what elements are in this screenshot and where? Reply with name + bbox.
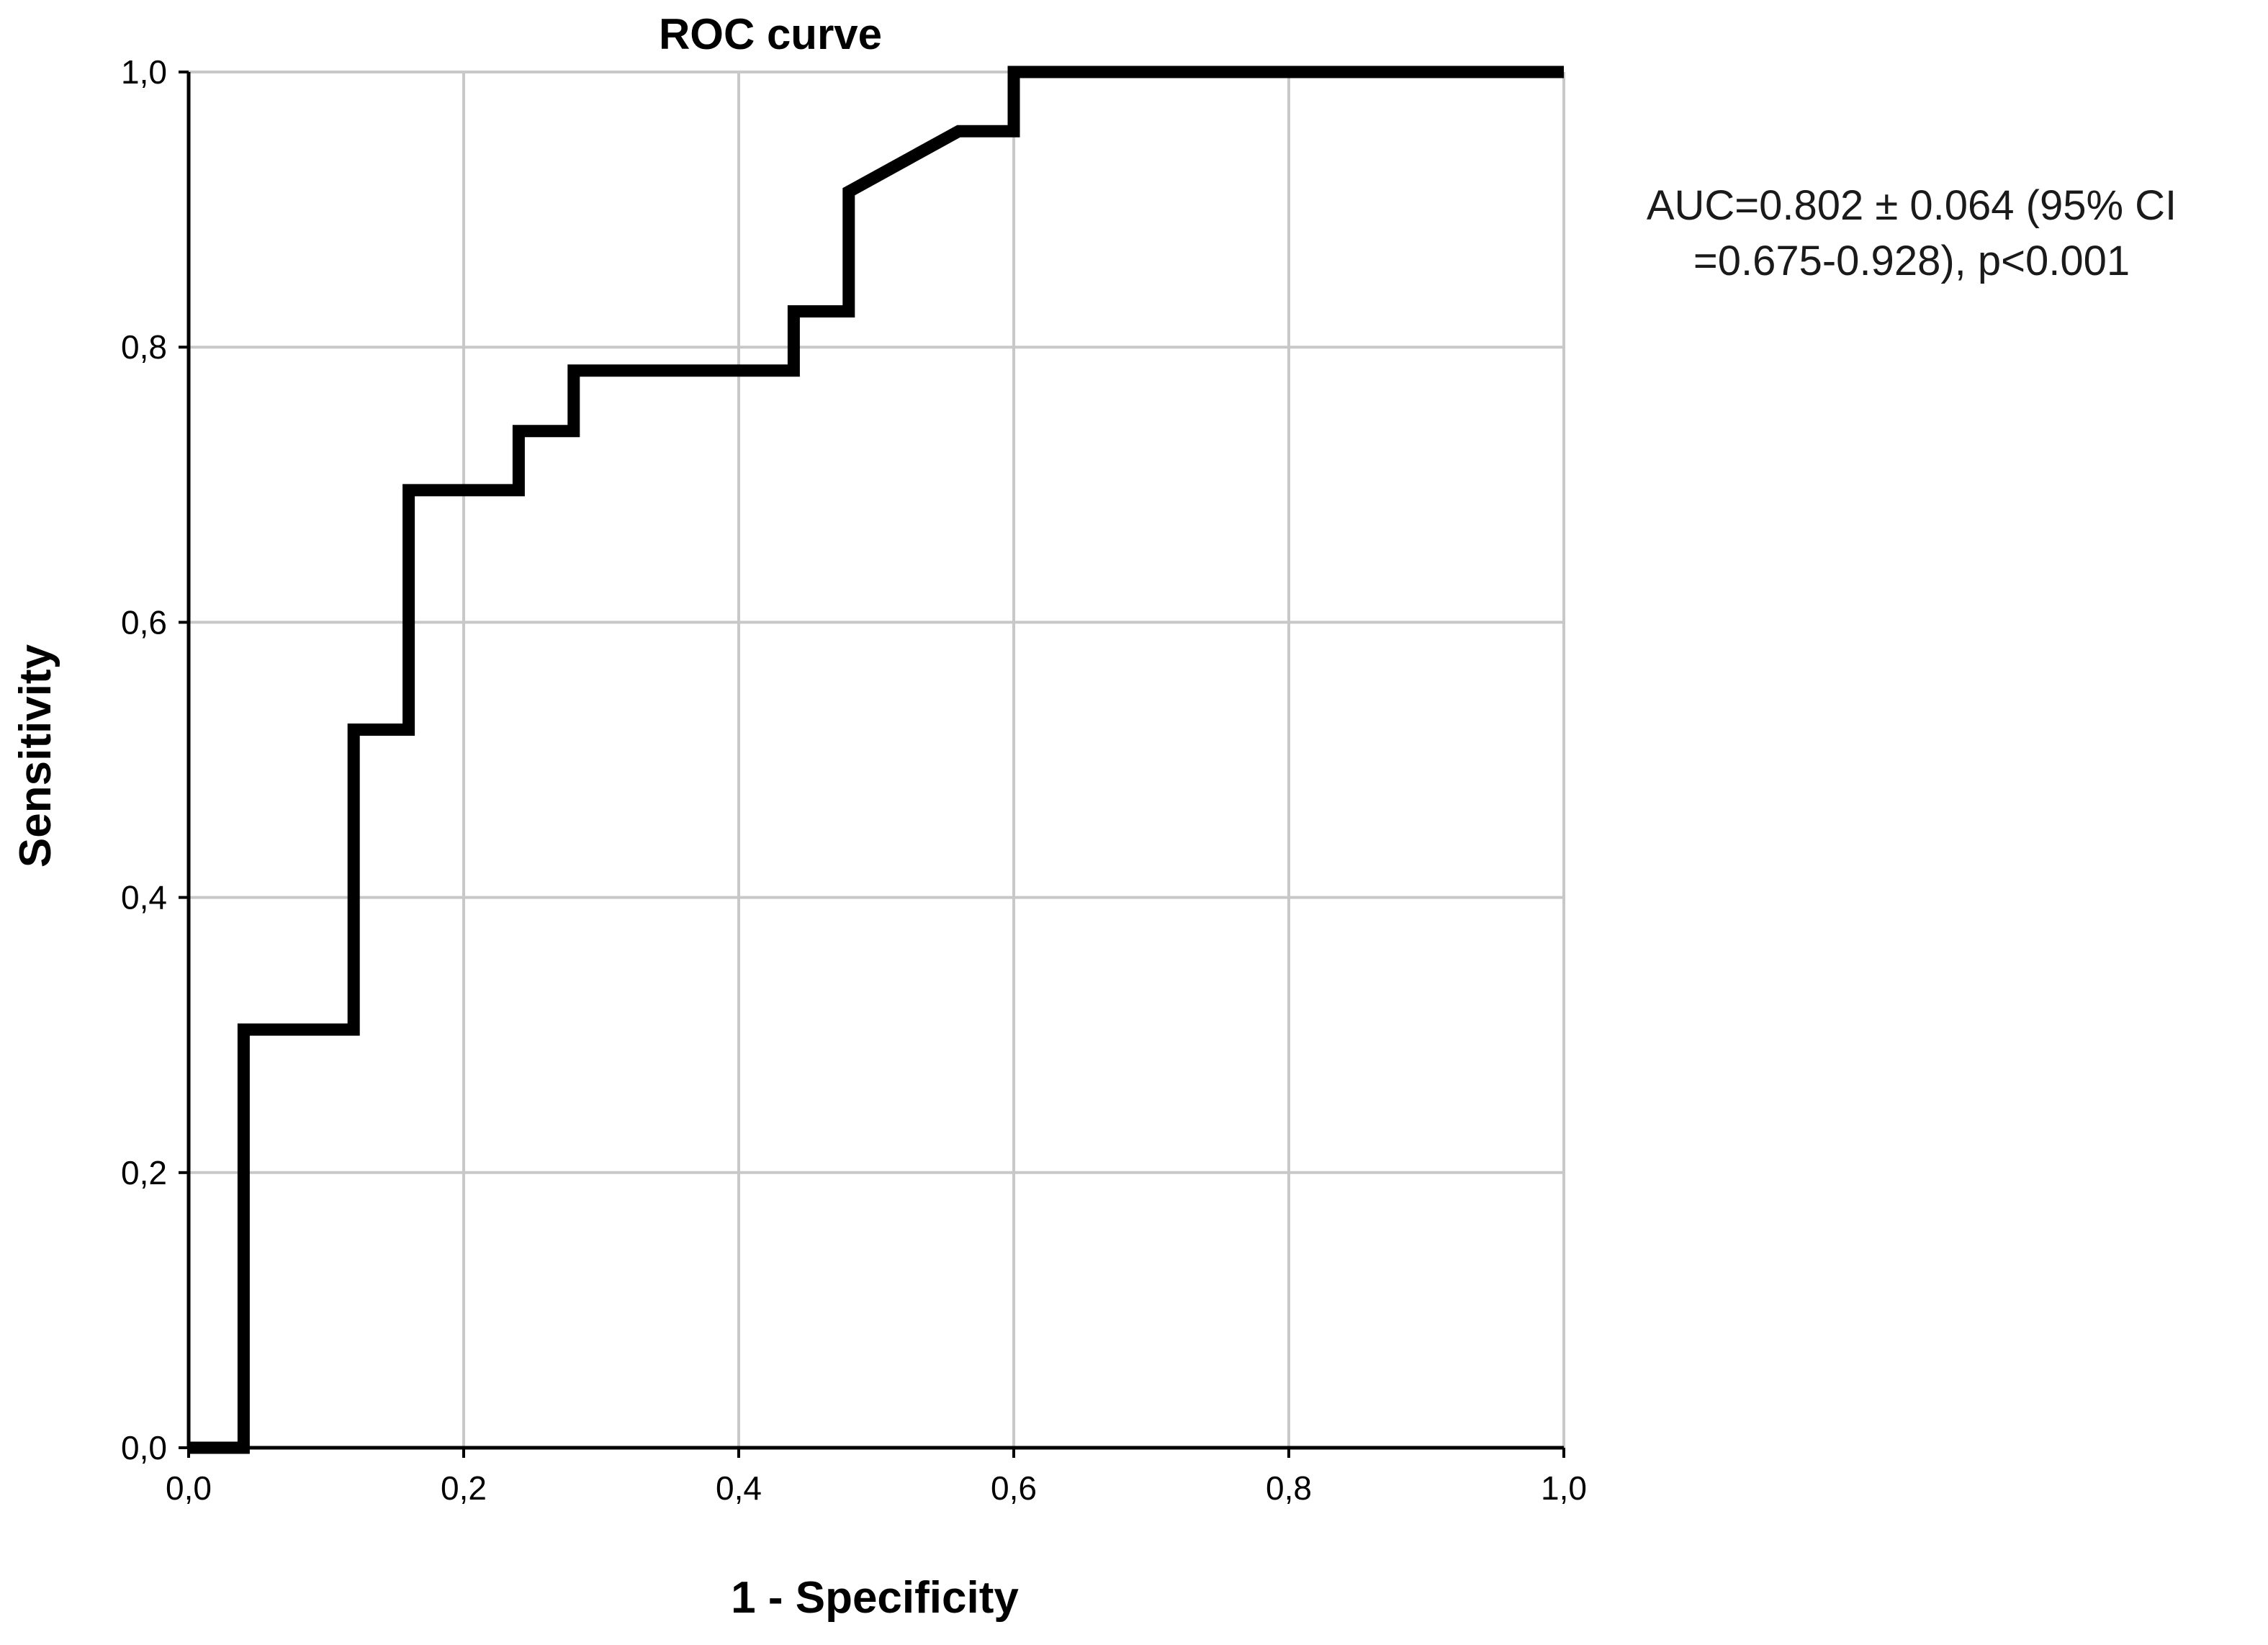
x-tick-label: 0,4: [716, 1469, 762, 1507]
y-tick-label: 0,0: [121, 1429, 167, 1466]
x-tick-label: 0,0: [166, 1469, 212, 1507]
auc-annotation-line-1: AUC=0.802 ± 0.064 (95% CI: [1647, 182, 2177, 229]
auc-annotation-line-2: =0.675-0.928), p<0.001: [1693, 238, 2130, 284]
tick-labels: 0,0 0,2 0,4 0,6 0,8 1,0 0,0 0,2 0,4 0,6 0,8 1,0: [121, 53, 1587, 1507]
x-axis-title: 1 - Specificity: [731, 1573, 1019, 1623]
y-tick-label: 0,4: [121, 879, 167, 916]
x-tick-label: 0,2: [441, 1469, 487, 1507]
x-tick-label: 1,0: [1541, 1469, 1587, 1507]
chart-title: ROC curve: [659, 10, 882, 58]
y-axis-title: Sensitivity: [11, 644, 60, 867]
roc-series: [189, 66, 1564, 1454]
roc-curve-line: [189, 66, 1564, 1454]
axes: [179, 71, 1565, 1458]
x-tick-label: 0,8: [1266, 1469, 1312, 1507]
y-tick-label: 0,2: [121, 1154, 167, 1191]
x-tick-label: 0,6: [991, 1469, 1037, 1507]
y-tick-label: 0,8: [121, 328, 167, 366]
y-tick-label: 0,6: [121, 603, 167, 641]
y-tick-label: 1,0: [121, 53, 167, 91]
